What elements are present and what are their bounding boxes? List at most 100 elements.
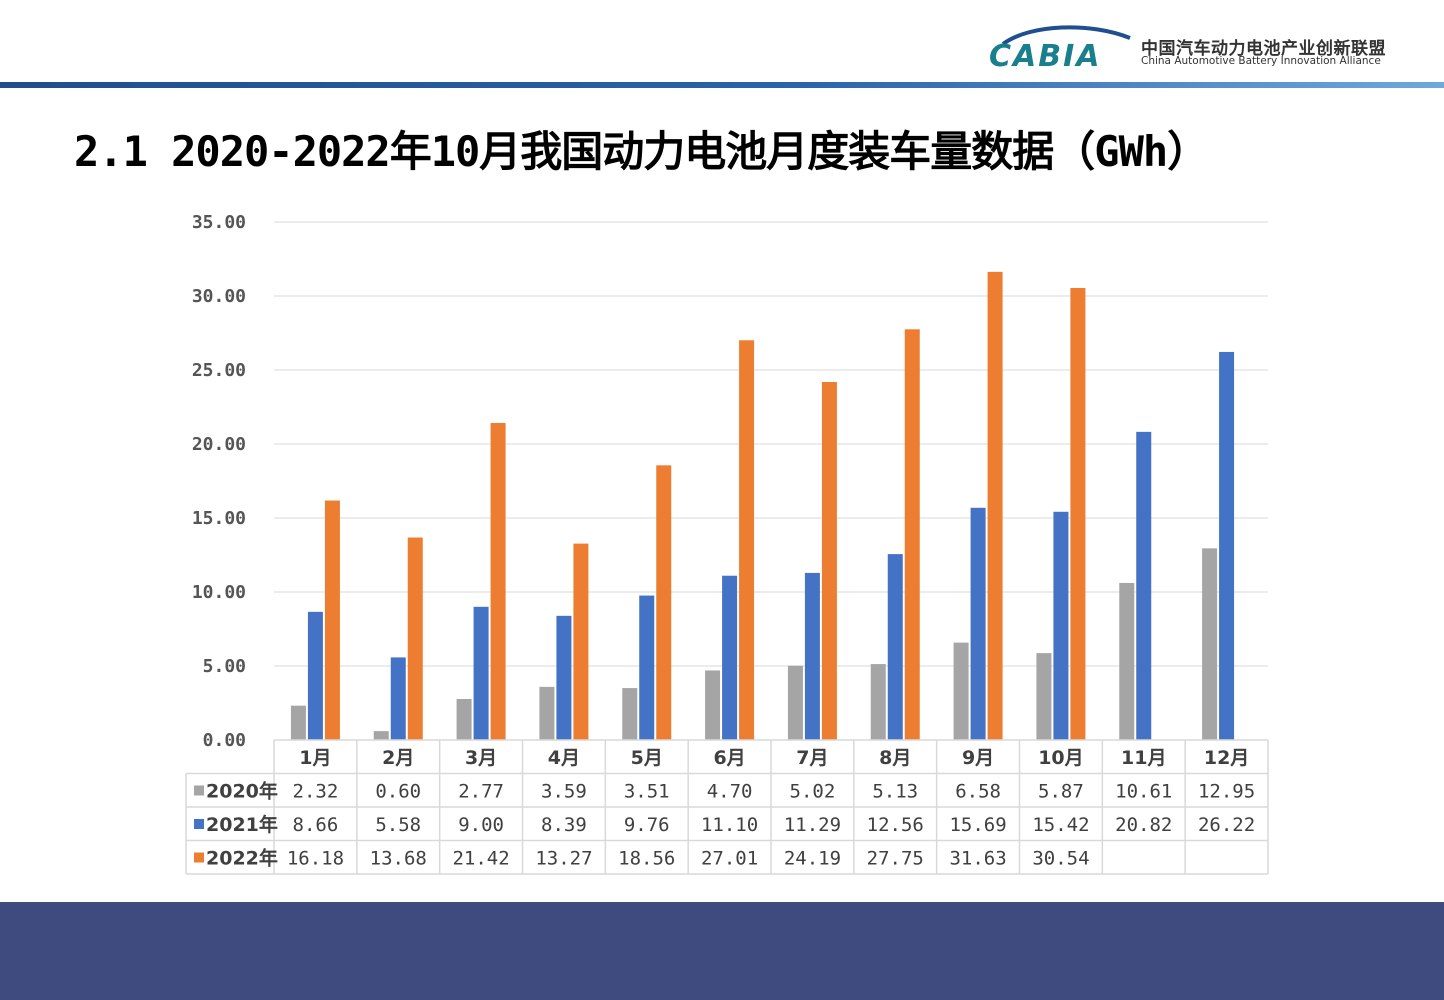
y-tick-label: 25.00 xyxy=(192,360,246,381)
y-tick-label: 30.00 xyxy=(192,286,246,307)
data-label: 8.66 xyxy=(293,814,339,836)
data-label: 26.22 xyxy=(1198,814,1255,836)
bar-3 xyxy=(739,340,755,740)
y-tick-label: 10.00 xyxy=(192,582,246,603)
data-label: 5.87 xyxy=(1038,781,1084,803)
data-label: 5.13 xyxy=(872,781,918,803)
bar-1 xyxy=(1036,653,1052,740)
data-label: 2.77 xyxy=(458,781,504,803)
data-label: 15.42 xyxy=(1032,814,1089,836)
data-label: 30.54 xyxy=(1032,848,1089,870)
bar-1 xyxy=(290,705,306,740)
data-label: 21.42 xyxy=(452,848,509,870)
data-label: 12.95 xyxy=(1198,781,1255,803)
x-tick-label: 7月 xyxy=(796,747,828,769)
footer-band xyxy=(0,902,1444,1000)
data-label: 27.75 xyxy=(867,848,924,870)
bar-3 xyxy=(821,381,837,740)
legend-label: 2021年 xyxy=(206,813,278,836)
bar-1 xyxy=(870,664,886,740)
bar-3 xyxy=(407,537,423,740)
data-label: 2.32 xyxy=(293,781,339,803)
bar-1 xyxy=(705,670,721,740)
y-tick-label: 20.00 xyxy=(192,434,246,455)
bar-2 xyxy=(639,595,655,740)
chart-grid xyxy=(274,221,1268,667)
cabia-logo-icon: CABIA xyxy=(989,25,1131,72)
data-label: 16.18 xyxy=(287,848,344,870)
bar-1 xyxy=(456,699,472,740)
bar-3 xyxy=(656,465,672,740)
org-logo: CABIA 中国汽车动力电池产业创新联盟 China Automotive Ba… xyxy=(985,22,1405,78)
data-label: 11.29 xyxy=(784,814,841,836)
legend-swatch xyxy=(194,819,204,829)
data-label: 5.58 xyxy=(375,814,421,836)
legend-label: 2020年 xyxy=(206,780,278,803)
bar-chart: 0.00 5.00 10.00 15.00 20.00 25.00 30.00 35.00 1… xyxy=(185,212,1269,875)
org-name-cn: 中国汽车动力电池产业创新联盟 xyxy=(1141,39,1386,59)
y-tick-label: 35.00 xyxy=(192,212,246,233)
bar-2 xyxy=(1219,351,1235,740)
bar-2 xyxy=(887,554,903,740)
bar-3 xyxy=(987,271,1003,740)
data-label: 11.10 xyxy=(701,814,758,836)
data-label: 13.27 xyxy=(535,848,592,870)
bar-3 xyxy=(904,329,920,740)
data-label: 12.56 xyxy=(867,814,924,836)
bar-1 xyxy=(622,688,638,740)
data-label: 3.51 xyxy=(624,781,670,803)
data-table: 1月 2月 3月 4月 5月 6月 7月 8月 9月 10月 11月 12月 2020年 2.32 0.60… xyxy=(185,739,1269,875)
bar-2 xyxy=(1136,431,1152,740)
chart-bars xyxy=(290,271,1235,740)
y-axis: 0.00 5.00 10.00 15.00 20.00 25.00 30.00 35.00 xyxy=(192,212,246,751)
data-label: 15.69 xyxy=(949,814,1006,836)
bar-2 xyxy=(804,572,820,740)
bar-1 xyxy=(787,665,803,740)
data-label: 10.61 xyxy=(1115,781,1172,803)
y-tick-label: 0.00 xyxy=(203,730,246,751)
bar-2 xyxy=(473,606,489,740)
data-label: 9.00 xyxy=(458,814,504,836)
y-tick-label: 5.00 xyxy=(203,656,246,677)
x-tick-label: 9月 xyxy=(962,747,994,769)
data-label: 27.01 xyxy=(701,848,758,870)
bar-3 xyxy=(573,543,589,740)
data-label: 9.76 xyxy=(624,814,670,836)
logo-wordmark: CABIA xyxy=(989,39,1101,72)
data-label: 31.63 xyxy=(949,848,1006,870)
bar-1 xyxy=(1202,548,1218,740)
data-label: 4.70 xyxy=(707,781,753,803)
bar-3 xyxy=(324,500,340,740)
bar-3 xyxy=(1070,288,1086,740)
header-divider xyxy=(0,82,1444,88)
x-tick-label: 4月 xyxy=(548,747,580,769)
x-tick-label: 2月 xyxy=(382,747,414,769)
bar-3 xyxy=(490,422,506,740)
data-label: 24.19 xyxy=(784,848,841,870)
data-label: 13.68 xyxy=(370,848,427,870)
page-title: 2.1 2020-2022年10月我国动力电池月度装车量数据（GWh） xyxy=(74,127,1209,176)
bar-1 xyxy=(373,731,389,740)
x-tick-label: 8月 xyxy=(879,747,911,769)
x-tick-label: 3月 xyxy=(465,747,497,769)
legend-swatch xyxy=(194,852,204,863)
legend-label: 2022年 xyxy=(206,847,278,870)
data-label: 18.56 xyxy=(618,848,675,870)
data-label: 3.59 xyxy=(541,781,587,803)
x-tick-label: 1月 xyxy=(299,747,331,769)
data-label: 6.58 xyxy=(955,781,1001,803)
bar-2 xyxy=(722,575,738,740)
bar-1 xyxy=(1119,582,1135,740)
data-label: 5.02 xyxy=(790,781,836,803)
bar-2 xyxy=(307,611,323,740)
x-tick-label: 10月 xyxy=(1038,747,1083,769)
bar-2 xyxy=(390,657,406,740)
x-tick-label: 11月 xyxy=(1121,747,1166,769)
bar-2 xyxy=(556,615,572,740)
bar-2 xyxy=(970,507,986,740)
x-tick-label: 12月 xyxy=(1204,747,1249,769)
org-name-en: China Automotive Battery Innovation Alli… xyxy=(1141,55,1381,67)
legend-swatch xyxy=(194,785,204,796)
data-label: 8.39 xyxy=(541,814,587,836)
y-tick-label: 15.00 xyxy=(192,508,246,529)
